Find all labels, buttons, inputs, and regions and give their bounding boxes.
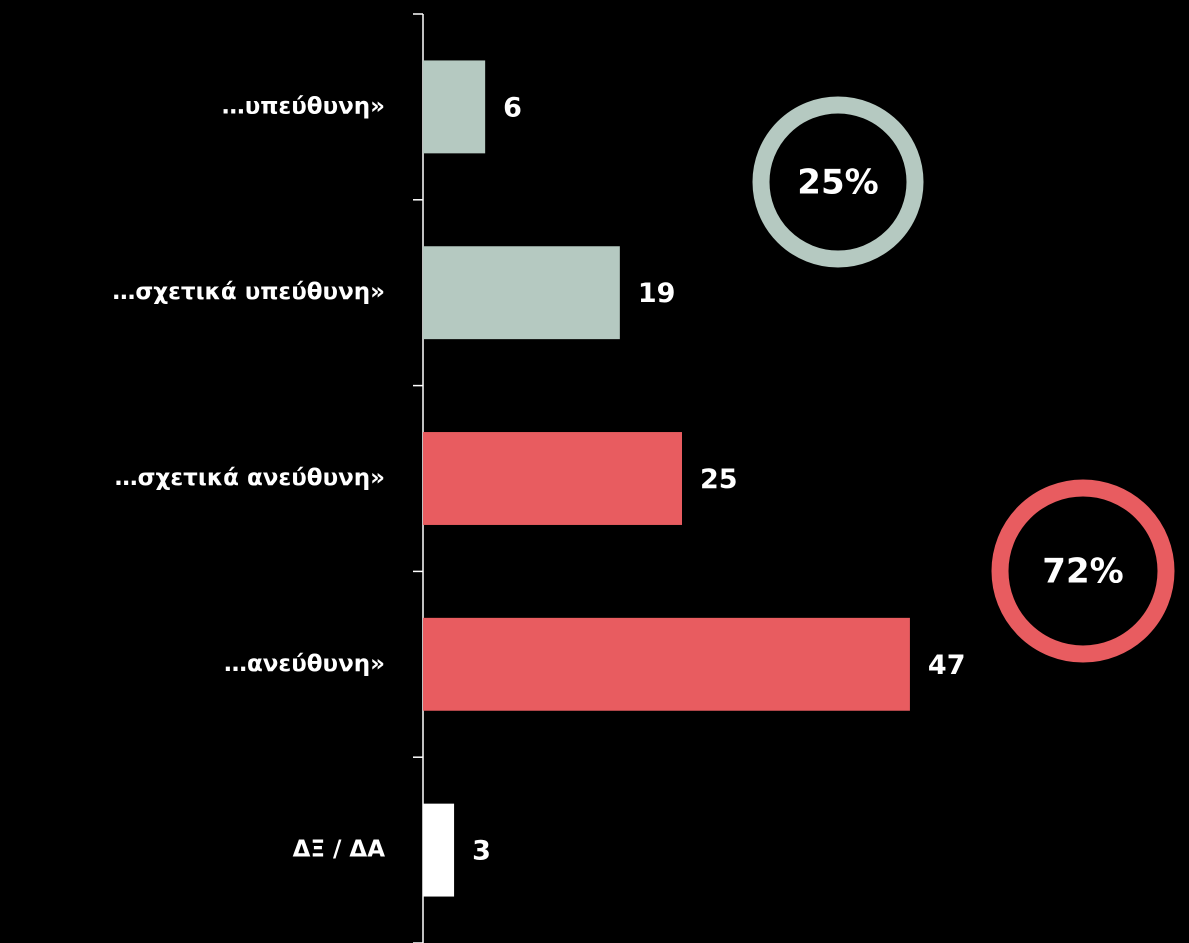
category-label: …ανεύθυνη» <box>224 651 385 677</box>
annotation-text: 25% <box>797 163 878 203</box>
value-label: 25 <box>700 464 738 495</box>
annotation-ring <box>991 479 1175 663</box>
bar <box>423 246 620 340</box>
bar <box>423 60 486 154</box>
bar <box>423 617 910 711</box>
value-label: 19 <box>638 278 676 309</box>
value-label: 47 <box>928 650 966 681</box>
bar <box>423 803 455 897</box>
category-label: …σχετικά ανεύθυνη» <box>115 465 385 491</box>
value-label: 6 <box>503 92 522 123</box>
annotation-text: 72% <box>1042 552 1123 592</box>
category-label: ΔΞ / ΔΑ <box>293 837 386 863</box>
category-label: …σχετικά υπεύθυνη» <box>112 279 385 305</box>
category-label: …υπεύθυνη» <box>222 93 385 119</box>
bar <box>423 432 682 525</box>
value-label: 3 <box>472 836 491 867</box>
annotation-ring <box>752 96 924 268</box>
